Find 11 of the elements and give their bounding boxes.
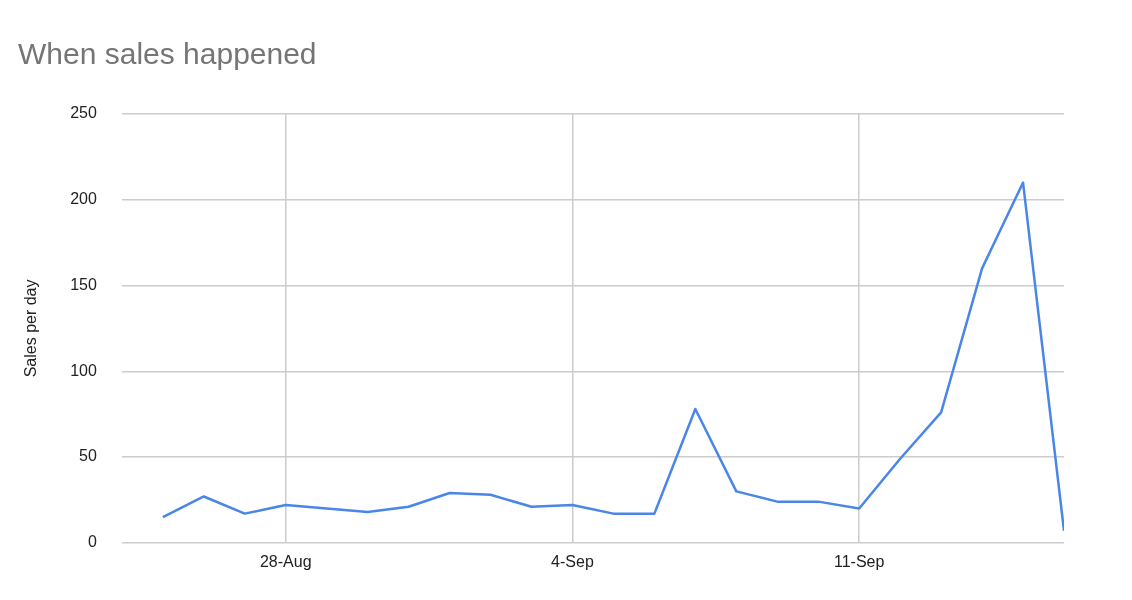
y-tick-label: 250 (70, 104, 97, 122)
x-tick-label: 4-Sep (551, 552, 594, 570)
x-tick-label: 28-Aug (259, 552, 312, 570)
y-tick-label: 150 (70, 275, 97, 293)
chart-title: When sales happened (18, 37, 317, 71)
y-tick-label: 200 (70, 190, 97, 208)
y-tick-label: 100 (70, 361, 97, 379)
y-axis-title: Sales per day (22, 279, 40, 378)
y-tick-label: 0 (87, 533, 97, 551)
y-tick-label: 50 (79, 447, 97, 465)
x-tick-label: 11-Sep (833, 552, 885, 570)
